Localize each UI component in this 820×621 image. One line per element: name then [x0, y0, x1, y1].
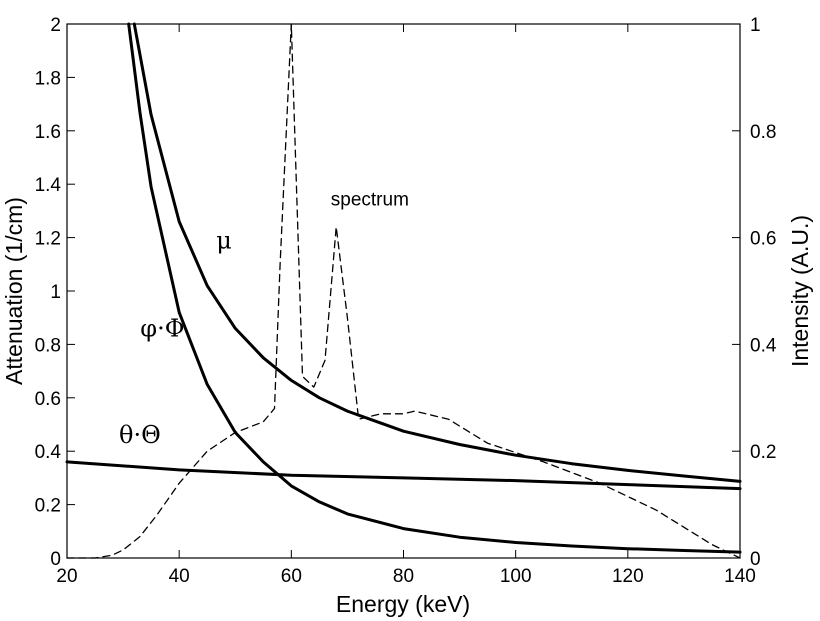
axis-tick-labels: 20 40 60 80 100 120 14000.20.40.60.811.21.41.6… [35, 15, 777, 587]
mu-annotation: μ [216, 226, 232, 254]
x-tick-label: 100 [500, 566, 532, 587]
right-y-axis-label: Intensity (A.U.) [787, 215, 813, 367]
left-y-tick-label: 1.2 [35, 229, 61, 250]
x-tick-label: 140 [724, 566, 756, 587]
phi-curve [127, 22, 742, 554]
series-layer [65, 22, 742, 559]
annotation-layer: spectrum μ φ·Φ θ·Θ [119, 190, 409, 450]
left-y-tick-label: 0.8 [35, 335, 61, 356]
right-y-tick-label: 0.6 [750, 229, 776, 250]
left-y-tick-label: 1 [50, 282, 61, 303]
theta-curve [65, 460, 742, 491]
right-y-tick-label: 0 [750, 549, 761, 570]
left-y-tick-label: 0.2 [35, 496, 61, 517]
right-y-tick-label: 0.8 [750, 122, 776, 143]
x-tick-label: 60 [281, 566, 302, 587]
left-y-tick-label: 0.4 [35, 442, 62, 463]
x-tick-label: 20 [56, 566, 77, 587]
spectrum-curve [66, 23, 741, 559]
spectrum-annotation: spectrum [331, 190, 409, 211]
right-y-tick-label: 0.4 [750, 335, 777, 356]
left-y-tick-label: 1.8 [35, 68, 61, 89]
left-y-tick-label: 1.6 [35, 122, 61, 143]
x-axis-label: Energy (keV) [336, 591, 470, 617]
theta-annotation: θ·Θ [119, 421, 161, 449]
right-y-tick-label: 1 [750, 15, 761, 36]
left-y-tick-label: 2 [50, 15, 61, 36]
left-y-tick-label: 0 [50, 549, 61, 570]
left-y-tick-label: 0.6 [35, 389, 61, 410]
mu-curve [132, 22, 742, 483]
axis-ticks [66, 23, 741, 559]
x-tick-label: 120 [612, 566, 644, 587]
x-tick-label: 40 [169, 566, 190, 587]
x-tick-label: 80 [393, 566, 414, 587]
left-y-axis-label: Attenuation (1/cm) [1, 197, 27, 385]
left-y-tick-label: 1.4 [35, 175, 62, 196]
right-y-tick-label: 0.2 [750, 442, 776, 463]
phi-annotation: φ·Φ [140, 314, 184, 342]
